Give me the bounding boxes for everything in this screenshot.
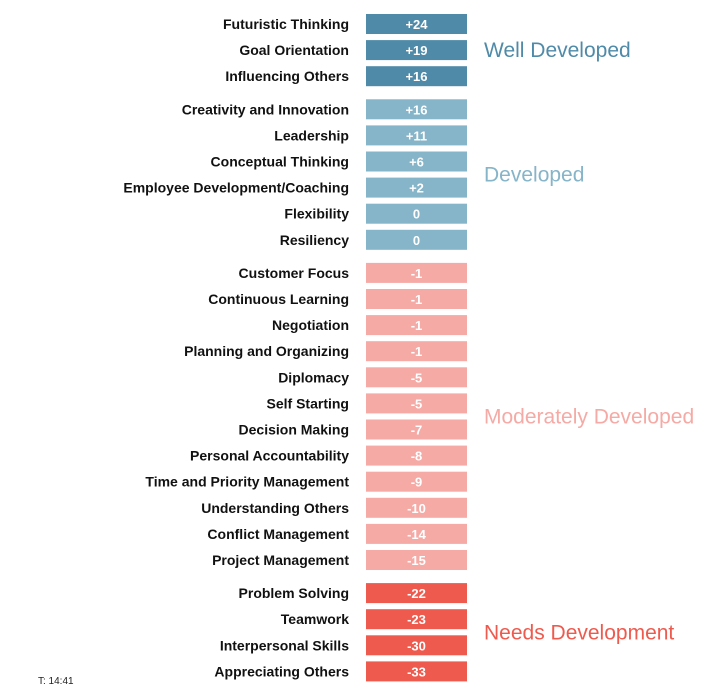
bar-problem-solving — [366, 583, 467, 604]
row-label-understanding-others: Understanding Others — [201, 500, 349, 516]
bar-appreciating-others — [366, 661, 467, 682]
row-label-employee-development-coaching: Employee Development/Coaching — [123, 180, 349, 196]
bar-customer-focus — [366, 262, 467, 283]
bar-value-interpersonal-skills: -30 — [407, 638, 426, 653]
row-label-time-and-priority-management: Time and Priority Management — [145, 474, 349, 490]
bar-value-negotiation: -1 — [411, 318, 423, 333]
bar-value-employee-development-coaching: +2 — [409, 181, 424, 196]
bar-negotiation — [366, 315, 467, 336]
bar-resiliency — [366, 229, 467, 250]
group-label-developed: Developed — [484, 164, 584, 187]
bar-value-diplomacy: -5 — [411, 370, 423, 385]
bar-value-goal-orientation: +19 — [405, 43, 427, 58]
bar-flexibility — [366, 203, 467, 224]
bar-value-conflict-management: -14 — [407, 527, 427, 542]
bar-employee-development-coaching — [366, 177, 467, 198]
bar-value-time-and-priority-management: -9 — [411, 475, 423, 490]
bar-goal-orientation — [366, 40, 467, 61]
row-label-leadership: Leadership — [274, 127, 349, 143]
row-label-negotiation: Negotiation — [272, 317, 349, 333]
row-label-futuristic-thinking: Futuristic Thinking — [223, 16, 349, 32]
bar-value-creativity-and-innovation: +16 — [405, 102, 427, 117]
row-label-creativity-and-innovation: Creativity and Innovation — [182, 101, 349, 117]
row-label-self-starting: Self Starting — [267, 395, 349, 411]
row-label-diplomacy: Diplomacy — [278, 369, 349, 385]
bar-value-teamwork: -23 — [407, 612, 426, 627]
bar-value-problem-solving: -22 — [407, 586, 426, 601]
row-label-appreciating-others: Appreciating Others — [214, 663, 349, 679]
bar-value-self-starting: -5 — [411, 396, 423, 411]
bar-interpersonal-skills — [366, 635, 467, 656]
bar-value-resiliency: 0 — [413, 233, 420, 248]
bar-value-planning-and-organizing: -1 — [411, 344, 423, 359]
bar-personal-accountability — [366, 445, 467, 466]
bar-value-understanding-others: -10 — [407, 501, 426, 516]
bar-value-leadership: +11 — [406, 128, 427, 143]
bar-value-personal-accountability: -8 — [411, 449, 423, 464]
row-label-flexibility: Flexibility — [284, 206, 349, 222]
footer-timestamp: T: 14:41 — [38, 676, 74, 687]
bar-time-and-priority-management — [366, 471, 467, 492]
bar-value-continuous-learning: -1 — [411, 292, 423, 307]
bar-understanding-others — [366, 497, 467, 518]
row-label-problem-solving: Problem Solving — [239, 585, 349, 601]
bar-value-customer-focus: -1 — [411, 266, 423, 281]
row-label-goal-orientation: Goal Orientation — [239, 42, 349, 58]
row-label-influencing-others: Influencing Others — [225, 68, 349, 84]
bar-self-starting — [366, 393, 467, 414]
bar-conceptual-thinking — [366, 151, 467, 172]
bar-continuous-learning — [366, 289, 467, 309]
row-label-interpersonal-skills: Interpersonal Skills — [220, 637, 349, 653]
row-label-teamwork: Teamwork — [281, 611, 349, 627]
bar-value-flexibility: 0 — [413, 207, 420, 222]
bar-teamwork — [366, 609, 467, 630]
bar-value-influencing-others: +16 — [405, 69, 427, 84]
bar-decision-making — [366, 419, 467, 440]
row-label-project-management: Project Management — [212, 552, 349, 568]
bar-conflict-management — [366, 523, 467, 544]
row-label-continuous-learning: Continuous Learning — [208, 291, 349, 307]
bar-value-conceptual-thinking: +6 — [409, 155, 424, 170]
bar-value-project-management: -15 — [407, 553, 426, 568]
bar-planning-and-organizing — [366, 341, 467, 362]
bar-value-decision-making: -7 — [411, 423, 423, 438]
row-label-conceptual-thinking: Conceptual Thinking — [211, 154, 349, 170]
row-label-decision-making: Decision Making — [239, 422, 349, 438]
row-label-customer-focus: Customer Focus — [239, 265, 350, 281]
bar-futuristic-thinking — [366, 14, 467, 34]
row-label-resiliency: Resiliency — [280, 232, 349, 248]
bar-value-appreciating-others: -33 — [407, 664, 426, 679]
bar-project-management — [366, 550, 467, 570]
bar-creativity-and-innovation — [366, 99, 467, 120]
bar-diplomacy — [366, 367, 467, 388]
group-label-moderately-developed: Moderately Developed — [484, 405, 694, 428]
bar-value-futuristic-thinking: +24 — [405, 17, 428, 32]
bar-leadership — [366, 125, 467, 146]
bar-influencing-others — [366, 66, 467, 87]
group-label-well-developed: Well Developed — [484, 39, 631, 62]
group-label-needs-development: Needs Development — [484, 621, 674, 644]
row-label-personal-accountability: Personal Accountability — [190, 448, 349, 464]
row-label-conflict-management: Conflict Management — [207, 526, 349, 542]
row-label-planning-and-organizing: Planning and Organizing — [184, 343, 349, 359]
